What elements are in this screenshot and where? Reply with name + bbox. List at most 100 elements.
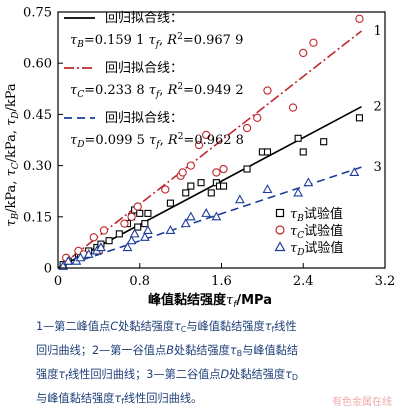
point-tau-c: [186, 161, 195, 170]
caption-text: 线性回归曲线；3—第二谷值点: [67, 368, 221, 381]
point-tau-d: [293, 187, 304, 197]
point-tau-c: [253, 113, 262, 122]
caption-text: 强度: [36, 368, 59, 381]
caption-text: 与峰值黏结强度: [36, 392, 115, 405]
x-tick-label: 2.4: [293, 274, 314, 289]
annotation-title: 回归拟合线：: [105, 11, 183, 26]
point-tau-c: [219, 164, 228, 174]
point-tau-b: [355, 114, 364, 122]
fit-line-1: [57, 30, 362, 269]
point-tau-b: [105, 237, 113, 245]
caption-text: τ: [58, 368, 66, 381]
legend-label: τB试验值: [290, 206, 343, 224]
caption-text: B: [166, 344, 174, 357]
annotation-title: 回归拟合线：: [105, 61, 183, 76]
caption-subscript: D: [291, 373, 299, 382]
point-tau-d: [83, 249, 94, 258]
y-tick-label: 0.75: [23, 6, 52, 21]
point-tau-b: [115, 230, 123, 238]
caption-subscript: f: [65, 373, 68, 382]
caption-text: 处黏结强度: [173, 344, 230, 357]
caption-text: D: [220, 368, 230, 381]
point-tau-d: [75, 252, 86, 262]
fit-annotations: 回归拟合线： τB=0.159 1 τf, R2=0.967 9 回归拟合线： τC=…: [64, 11, 244, 150]
point-tau-b: [219, 182, 228, 190]
point-tau-d: [234, 194, 245, 204]
caption-text: C: [110, 320, 119, 333]
fit-line-number: 2: [373, 100, 381, 115]
point-tau-d: [180, 218, 191, 228]
point-tau-c: [242, 123, 252, 133]
caption-text: 处黏结强度: [229, 368, 286, 381]
caption-text: 与峰值黏结: [242, 344, 299, 357]
point-tau-d: [122, 242, 133, 252]
point-tau-c: [263, 86, 272, 95]
caption-text: τ: [229, 344, 237, 357]
caption-text: 回归曲线；2—第一谷值点: [36, 344, 167, 357]
caption-line-2: 回归曲线；2—第一谷值点B处黏结强度τB与峰值黏结: [36, 340, 386, 364]
point-tau-c: [355, 14, 364, 23]
legend-label: τC试验值: [290, 223, 343, 241]
x-tick-label: 0.8: [129, 274, 150, 289]
caption-text: 处黏结强度: [118, 320, 175, 333]
point-tau-b: [182, 189, 190, 197]
point-tau-d: [303, 177, 314, 187]
caption-line-3: 强度τf线性回归曲线；3—第二谷值点D处黏结强度τD: [36, 364, 386, 388]
caption-subscript: f: [271, 325, 275, 334]
point-tau-b: [207, 189, 215, 197]
point-tau-b: [320, 138, 328, 146]
point-tau-c: [309, 38, 318, 47]
point-tau-d: [262, 184, 273, 194]
point-tau-d: [126, 235, 137, 245]
point-tau-d: [139, 231, 150, 241]
point-tau-d: [349, 167, 360, 176]
legend-label: τD试验值: [290, 240, 343, 258]
annotation-title: 回归拟合线：: [105, 111, 183, 126]
annotation-equation: τD=0.099 5 τf, R2=0.962 8: [70, 132, 244, 150]
point-tau-c: [89, 233, 98, 242]
fit-line-number: 1: [373, 24, 381, 39]
point-tau-b: [136, 209, 144, 217]
point-tau-c: [178, 168, 187, 177]
annotation-equation: τC=0.233 8 τf, R2=0.949 2: [70, 82, 244, 100]
point-tau-b: [263, 148, 272, 156]
point-tau-b: [187, 182, 195, 190]
caption-text: 1—第二峰值点: [36, 320, 111, 333]
caption-subscript: C: [180, 325, 187, 334]
caption-text: 线性: [274, 320, 297, 333]
point-tau-d: [95, 242, 106, 252]
legend-marker-square: [275, 208, 285, 218]
chart: 2 1 3 0 0.8 1.6 2.4 3.2 0 0.15 0.30 0.45 0.60 0.75 回…: [4, 6, 395, 311]
point-tau-c: [99, 226, 109, 235]
tick-labels: 0 0.8 1.6 2.4 3.2 0 0.15 0.30 0.45 0.60 0.75: [23, 6, 395, 290]
caption-subscript: B: [236, 349, 243, 358]
y-tick-label: 0: [44, 262, 52, 277]
x-tick-label: 3.2: [375, 274, 396, 289]
point-tau-c: [194, 140, 204, 150]
point-tau-d: [211, 211, 222, 221]
watermark: 有色金属在线: [332, 397, 392, 408]
point-tau-b: [166, 199, 174, 207]
point-tau-b: [144, 209, 152, 217]
point-tau-c: [161, 185, 170, 194]
point-tau-b: [243, 165, 251, 173]
point-tau-d: [165, 225, 176, 235]
y-axis-label: τB/kPa, τC/kPa, τD/kPa: [4, 83, 21, 227]
plot-frame: [57, 11, 386, 269]
data-points: [58, 14, 364, 270]
point-tau-c: [120, 219, 129, 228]
y-tick-label: 0.30: [23, 159, 52, 174]
caption-subscript: f: [121, 397, 124, 406]
point-tau-c: [288, 103, 298, 112]
point-tau-d: [201, 208, 212, 217]
caption-line-1: 1—第二峰值点C处黏结强度τC与峰值黏结强度τf线性: [36, 316, 386, 340]
legend-marker-circle: [275, 225, 285, 235]
point-tau-d: [63, 255, 74, 265]
caption-text: τ: [174, 320, 181, 333]
point-tau-d: [129, 228, 140, 238]
point-tau-d: [185, 211, 196, 221]
x-tick-label: 0: [54, 274, 62, 289]
annotation-equation: τB=0.159 1 τf, R2=0.967 9: [70, 32, 243, 50]
point-tau-c: [127, 212, 136, 221]
